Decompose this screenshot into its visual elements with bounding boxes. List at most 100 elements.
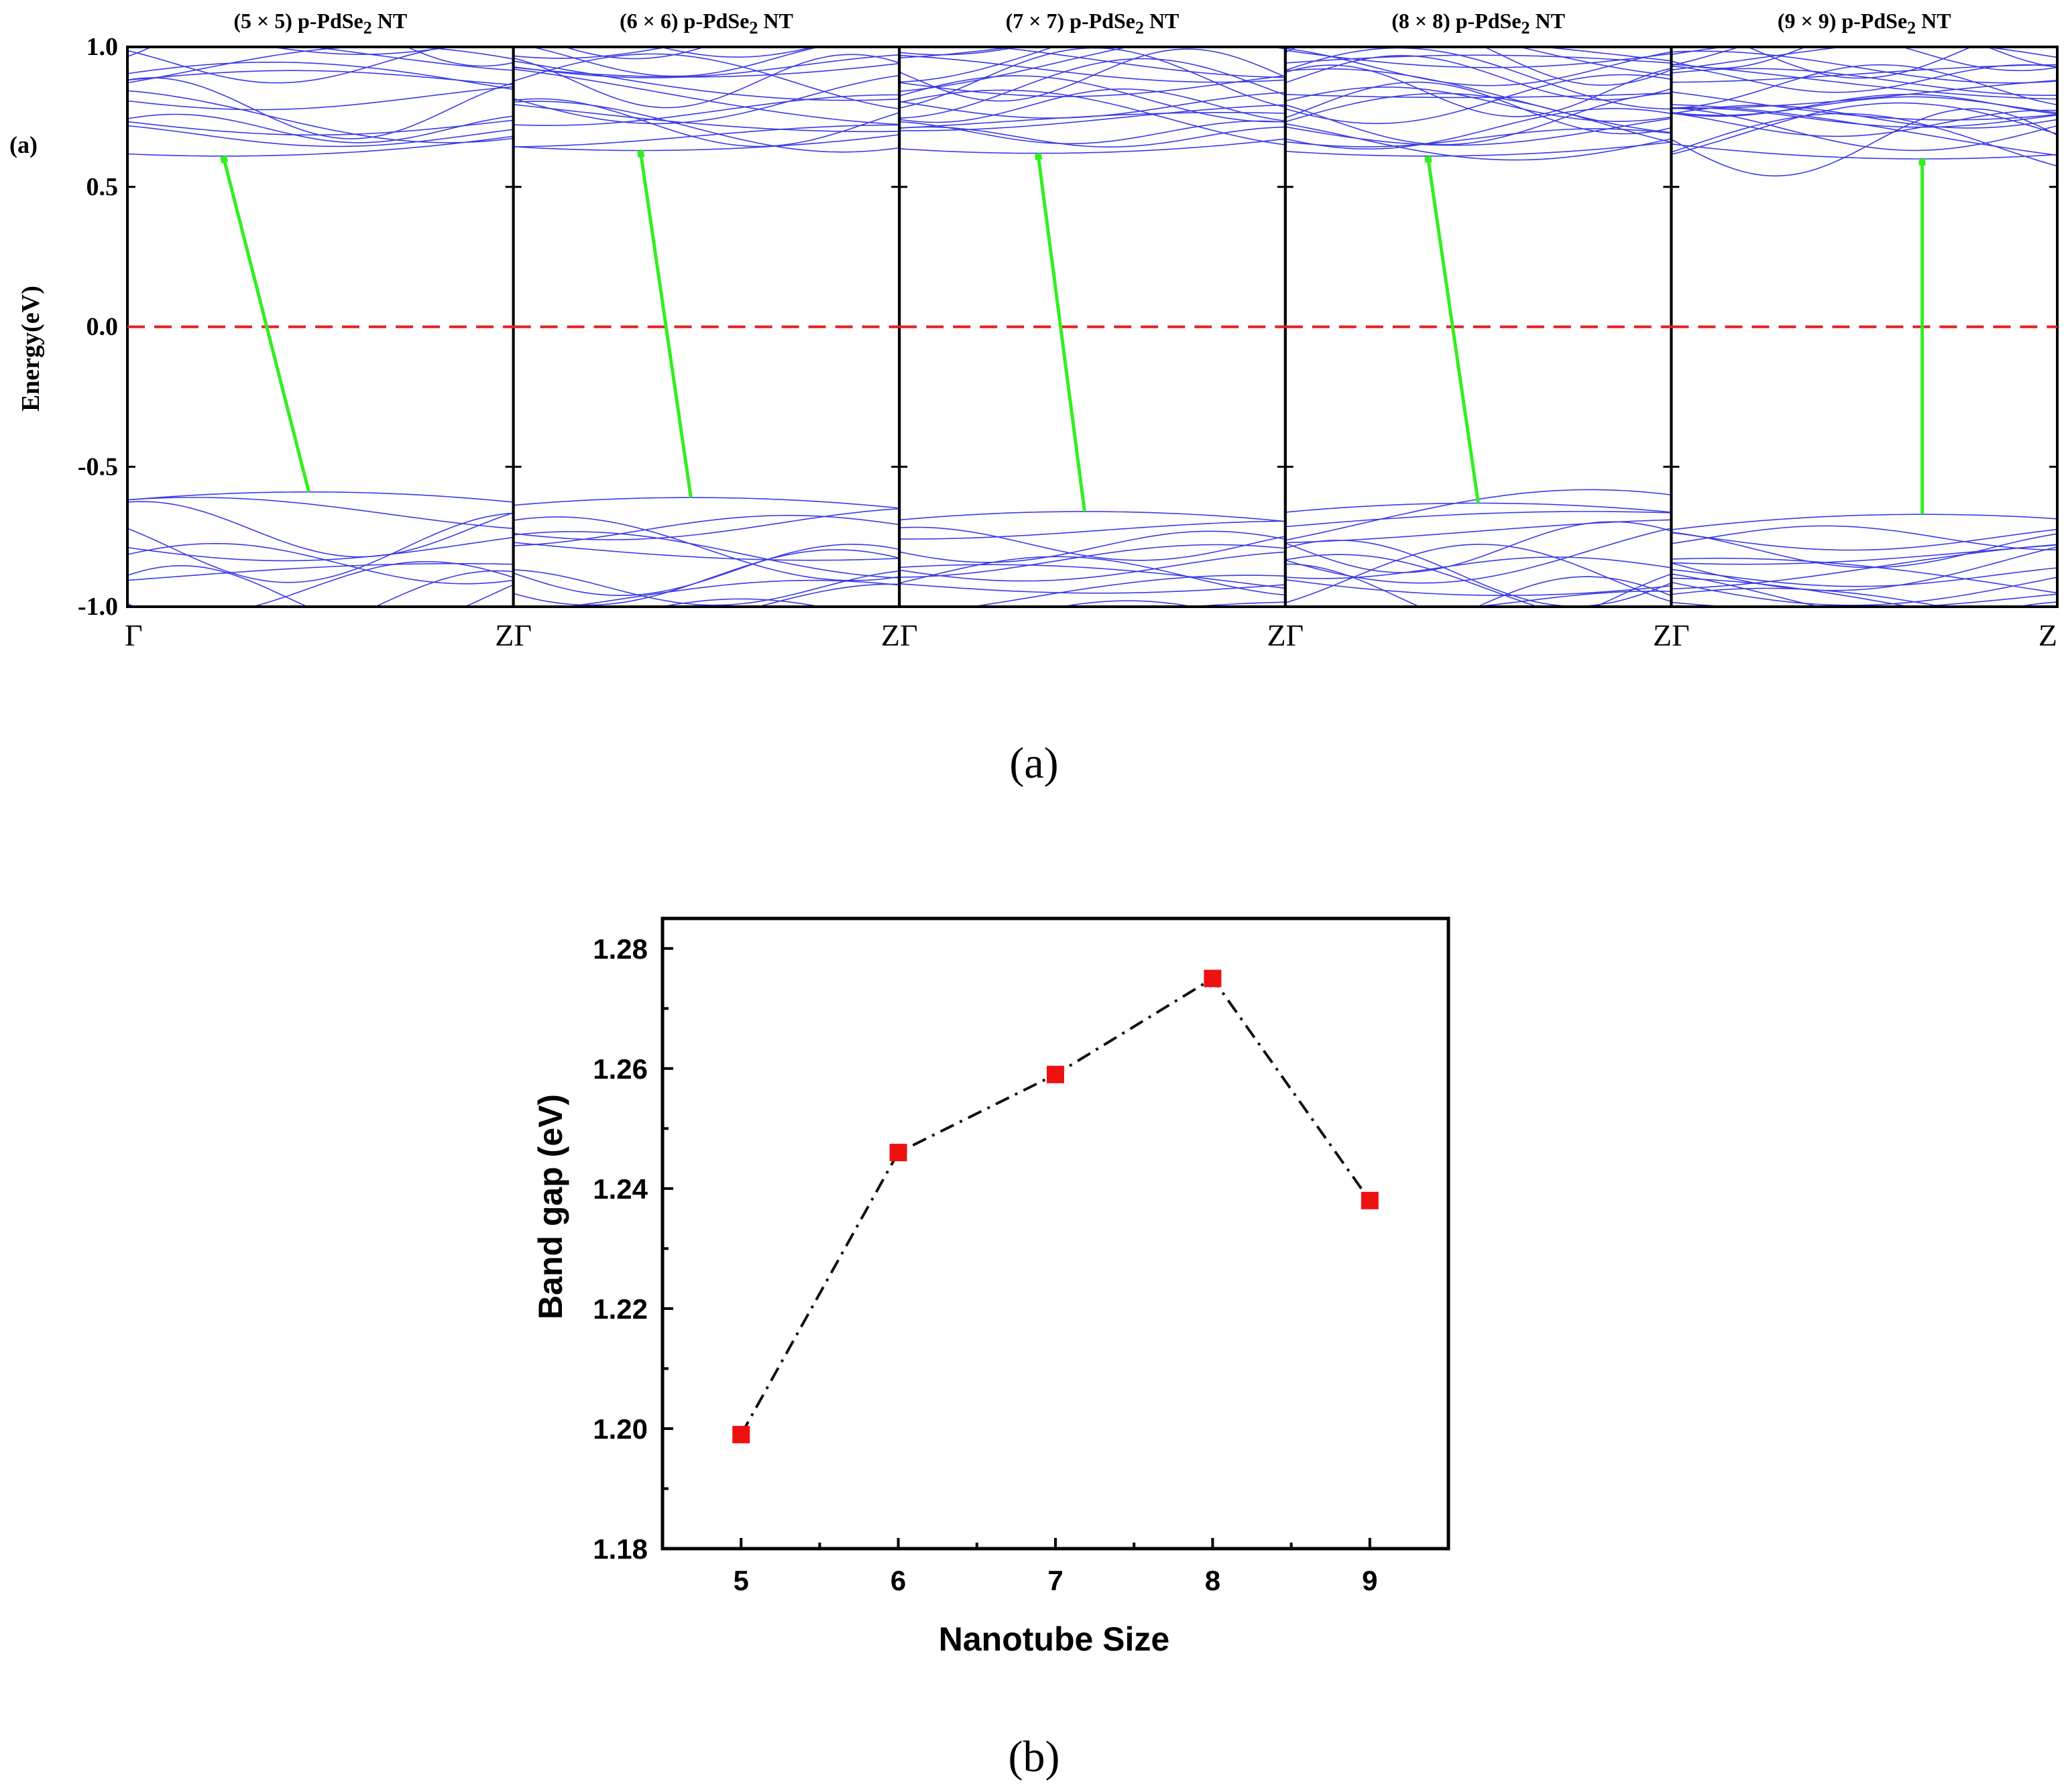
caption-b: (b) [1009,1732,1060,1781]
band-gap-panel-b: 1.18 1.20 1.22 1.24 1.26 1.28 5 6 7 8 9 Nanotube S… [532,916,1450,1781]
conduction-band-line [563,47,706,60]
conduction-band-line [513,94,900,126]
x-tick-label: 7 [1047,1565,1063,1596]
x-tick-label: 5 [734,1565,749,1596]
band-lines [127,47,2057,666]
valence-band-line [1671,611,2057,666]
x-axis-title-b: Nanotube Size [939,1620,1169,1658]
valence-band-line [513,549,900,606]
conduction-band-line [899,120,1285,145]
conduction-band-line [1285,54,1672,64]
valence-band-line [513,542,900,561]
conduction-band-line [1671,64,2057,83]
valence-band-line [127,491,514,503]
caption-a: (a) [1009,739,1058,788]
conduction-band-line [1671,50,2057,84]
k-point-label: Z [2038,618,2057,652]
conduction-band-line [1285,47,1672,110]
valence-band-line [1059,600,1196,607]
conduction-band-line [513,98,900,147]
conduction-band-line [1517,47,1672,76]
conduction-band-line [1285,128,1672,147]
band-gap-points [732,969,1379,1443]
valence-band-line [1181,601,1285,607]
valence-band-line [513,508,900,540]
conduction-band-line [989,47,1285,78]
conduction-band-line [1285,55,1672,101]
valence-band-line [127,497,514,530]
conduction-band-line [1671,102,2057,156]
conduction-band-line [513,62,900,78]
valence-band-line [513,531,900,579]
conduction-band-line [513,104,900,133]
valence-band-line [1671,577,2057,606]
valence-band-line [756,583,900,607]
conduction-band-line [513,74,900,125]
conduction-band-line [899,104,1285,131]
valence-band-line [127,501,514,558]
conduction-band-line [899,47,1131,93]
k-point-label: Γ [125,618,143,652]
valence-band-line [1671,525,2057,550]
band-gap-arrow [641,153,693,498]
conduction-band-line [899,75,1285,123]
data-point [732,1425,750,1443]
valence-band-line [127,561,514,607]
valence-band-line [1671,587,1946,607]
valence-band-line [1671,567,2057,587]
conduction-band-line [1671,80,2057,109]
valence-band-line [1285,511,1672,528]
conduction-band-line [513,134,900,152]
conduction-band-line [899,75,1285,97]
valence-band-line [513,515,900,546]
conduction-band-line [127,135,514,157]
valence-band-line [1671,544,2057,590]
y-tick-label: 1.28 [593,933,648,965]
valence-band-line [1285,502,1672,513]
conduction-band-line [899,47,1285,56]
valence-band-line [1671,528,2057,551]
valence-band-line [969,575,1285,607]
valence-band-line [899,526,1285,561]
valence-band-line [899,530,1285,563]
k-point-label: ZΓ [495,618,532,652]
plot-frame-b [660,916,1450,1551]
conduction-band-line [1671,107,2057,152]
gap-arrows [224,153,1922,515]
valence-band-line [1285,528,1672,584]
band-gap-line [740,976,1371,1435]
band-gap-arrow [1428,159,1481,503]
conduction-band-line [658,47,817,58]
conduction-band-line [513,54,900,109]
conduction-band-line [899,58,1286,119]
band-gap-arrow [224,159,310,493]
valence-band-line [658,598,823,607]
y-tick-label: 1.24 [593,1173,648,1205]
valence-band-line [899,551,1285,582]
conduction-band-line [127,113,514,143]
conduction-band-line [899,47,1055,83]
conduction-band-line [899,138,1285,154]
conduction-band-line [1671,47,2057,69]
conduction-band-line [127,70,514,86]
x-tick-label: 8 [1205,1565,1220,1596]
conduction-band-line [899,89,1285,145]
y-tick-label: 0.0 [87,313,119,341]
conduction-band-line [899,47,1285,109]
subplot-title: (8 × 8) p-PdSe2 NT [1391,9,1565,38]
valence-band-line [899,611,1285,631]
valence-band-line [1285,563,1672,607]
valence-band-line [1671,577,1912,607]
valence-band-line [127,562,514,581]
conduction-band-line [1285,68,1672,133]
y-tick-label: -0.5 [78,453,118,481]
subplot-title: (6 × 6) p-PdSe2 NT [620,9,793,38]
valence-band-line [1671,609,2057,649]
valence-band-line [127,542,514,585]
conduction-band-line [1537,47,1672,62]
conduction-band-line [127,77,514,139]
band-gap-series-line [740,976,1371,1435]
data-point [1204,969,1222,988]
conduction-band-line [307,47,514,71]
y-axis-a: 1.0 0.5 0.0 -0.5 -1.0 [78,33,118,621]
